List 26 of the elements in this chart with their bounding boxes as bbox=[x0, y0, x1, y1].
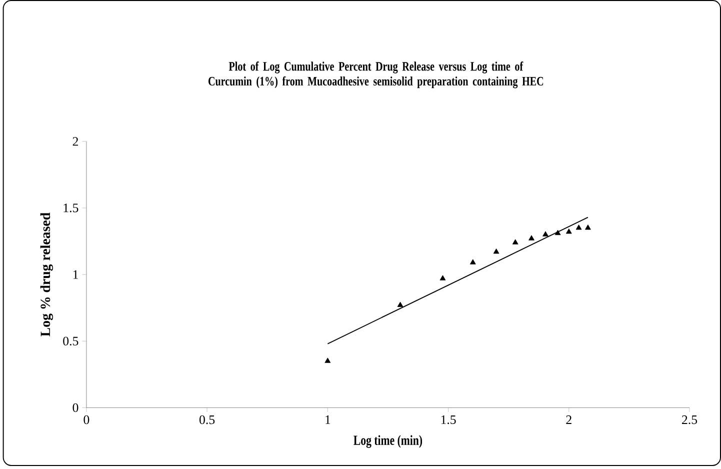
x-tick-label: 1.5 bbox=[441, 416, 456, 424]
x-tick-label: 2.5 bbox=[682, 416, 698, 424]
point bbox=[324, 358, 331, 363]
y-axis-title: Log % drug released bbox=[40, 212, 53, 336]
point bbox=[512, 239, 518, 244]
y-tick-label: 1.5 bbox=[64, 204, 78, 212]
point bbox=[542, 231, 548, 236]
x-tick-label: 1 bbox=[326, 416, 330, 424]
point bbox=[585, 224, 591, 230]
x-axis-title: Log time (min) bbox=[354, 435, 422, 448]
point bbox=[566, 228, 572, 234]
point bbox=[470, 259, 476, 264]
point bbox=[440, 275, 446, 280]
y-tick-label: 0.5 bbox=[63, 336, 78, 346]
point bbox=[528, 235, 534, 240]
x-tick-label: 0.5 bbox=[200, 416, 215, 424]
y-tick-label: 1 bbox=[73, 270, 78, 279]
x-tick-label: 0 bbox=[84, 416, 90, 424]
point bbox=[554, 230, 561, 236]
x-tick-label: 2 bbox=[566, 416, 572, 424]
point bbox=[397, 302, 404, 308]
point bbox=[493, 248, 500, 254]
point bbox=[576, 224, 582, 230]
chart-title: Plot of Log Cumulative Percent Drug Release versus Log time of Curcumin (1%) from Mucoadhesive semisolid preparation containing HEC bbox=[208, 62, 544, 88]
y-tick-label: 0 bbox=[72, 403, 78, 412]
y-tick-label: 2 bbox=[72, 137, 78, 146]
